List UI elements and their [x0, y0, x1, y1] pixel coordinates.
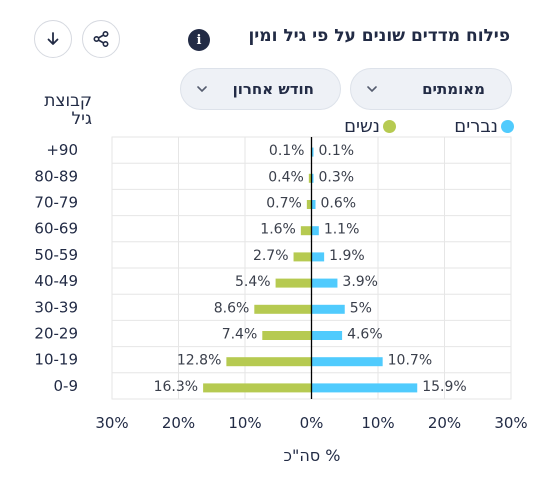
women-bar [306, 200, 312, 209]
x-tick-label: 0% [300, 414, 324, 432]
category-label: 30-39 [34, 298, 78, 316]
y-axis-title: קבוצת גיל [44, 91, 92, 129]
men-bar [311, 304, 345, 314]
women-bar [293, 252, 312, 262]
men-value-label: 0.6% [320, 196, 356, 212]
men-bar [311, 278, 338, 288]
category-label: 40-49 [34, 272, 78, 290]
category-label: 60-69 [34, 220, 78, 238]
info-icon[interactable]: i [188, 29, 210, 51]
x-axis-title: % סה"כ [284, 446, 341, 465]
men-value-label: 5% [350, 300, 372, 316]
men-bar [311, 331, 343, 340]
men-value-label: 15.9% [422, 379, 466, 395]
x-tick-label: 10% [361, 414, 394, 432]
legend-women-label: נשים [344, 116, 380, 137]
share-icon [93, 30, 109, 48]
women-value-label: 7.4% [222, 327, 258, 343]
women-value-label: 8.6% [214, 300, 250, 316]
women-bar [300, 226, 312, 236]
women-value-label: 16.3% [154, 379, 198, 395]
women-value-label: 1.6% [260, 222, 296, 238]
period-dropdown-label: חודש אחרון [232, 80, 314, 98]
x-tick-label: 10% [228, 414, 261, 432]
legend-item-men[interactable]: נברים [454, 116, 514, 137]
women-legend-dot [383, 120, 396, 133]
chevron-down-icon [367, 86, 377, 93]
men-bar [311, 226, 319, 236]
men-bar [311, 383, 418, 393]
x-tick-label: 20% [162, 414, 195, 432]
women-value-label: 0.1% [269, 143, 305, 159]
men-bar [311, 147, 314, 157]
x-tick-label: 20% [428, 414, 461, 432]
category-label: 70-79 [34, 194, 78, 212]
men-value-label: 0.1% [319, 143, 355, 159]
x-tick-label: 30% [95, 414, 128, 432]
men-bar [311, 357, 383, 367]
category-label: 20-29 [34, 325, 78, 343]
legend-item-women[interactable]: נשים [344, 116, 396, 137]
men-value-label: 10.7% [388, 353, 432, 369]
women-bar [262, 331, 312, 340]
women-bar [308, 173, 312, 183]
category-label: +90 [46, 141, 78, 159]
men-value-label: 4.6% [347, 327, 383, 343]
men-value-label: 3.9% [342, 274, 378, 290]
category-label: 10-19 [34, 351, 78, 369]
download-icon [47, 32, 59, 45]
women-value-label: 2.7% [253, 248, 289, 264]
legend-men-label: נברים [454, 116, 498, 137]
category-label: 50-59 [34, 246, 78, 264]
women-value-label: 12.8% [177, 353, 221, 369]
download-button[interactable] [34, 20, 72, 58]
category-label: 80-89 [34, 167, 78, 185]
men-bar [311, 173, 314, 183]
women-bar [275, 278, 312, 288]
chevron-down-icon [197, 86, 207, 93]
category-label: 0-9 [54, 377, 79, 395]
women-bar [203, 383, 312, 393]
x-tick-label: 30% [494, 414, 527, 432]
metric-dropdown[interactable]: מאומתים [350, 68, 512, 110]
men-bar [311, 200, 316, 209]
women-value-label: 5.4% [235, 274, 271, 290]
men-value-label: 1.9% [329, 248, 365, 264]
metric-dropdown-label: מאומתים [422, 80, 485, 98]
share-button[interactable] [82, 20, 120, 58]
page-title: פילוח מדדים שונים על פי גיל ומין [248, 26, 510, 46]
women-bar [226, 357, 312, 367]
men-bar [311, 252, 325, 262]
men-value-label: 1.1% [324, 222, 360, 238]
period-dropdown[interactable]: חודש אחרון [180, 68, 341, 110]
men-legend-dot [501, 120, 514, 133]
men-value-label: 0.3% [319, 169, 355, 185]
women-bar [254, 304, 312, 314]
women-value-label: 0.4% [268, 169, 304, 185]
women-value-label: 0.7% [266, 196, 302, 212]
